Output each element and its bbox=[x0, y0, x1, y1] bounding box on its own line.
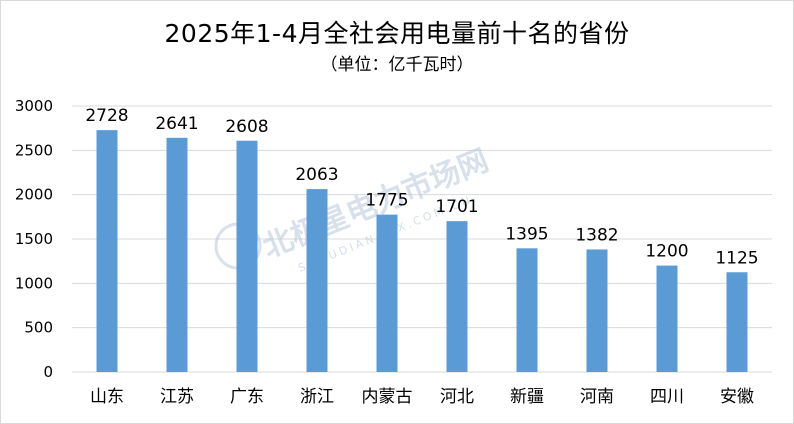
x-category-label: 新疆 bbox=[510, 387, 544, 407]
data-label: 2728 bbox=[85, 106, 128, 126]
x-category-label: 广东 bbox=[230, 387, 264, 407]
y-axis-ticks: 0 500 1000 1500 2000 2500 3000 bbox=[15, 97, 53, 381]
y-tick-label: 1000 bbox=[15, 274, 53, 292]
bar bbox=[446, 221, 468, 372]
bar bbox=[236, 140, 258, 372]
data-labels: 2728 2641 2608 2063 1775 1701 1395 1382 1200 1125 bbox=[85, 106, 758, 268]
gridlines bbox=[72, 105, 772, 373]
x-category-label: 山东 bbox=[90, 387, 124, 407]
bar bbox=[726, 272, 748, 372]
data-label: 1395 bbox=[505, 224, 548, 244]
y-tick-label: 2500 bbox=[15, 141, 53, 159]
bar bbox=[376, 214, 398, 372]
data-label: 1200 bbox=[645, 242, 688, 262]
data-label: 2641 bbox=[155, 114, 198, 134]
x-axis-categories: 山东 江苏 广东 浙江 内蒙古 河北 新疆 河南 四川 安徽 bbox=[90, 387, 754, 407]
bars bbox=[96, 130, 748, 372]
data-label: 1775 bbox=[365, 191, 408, 211]
x-category-label: 四川 bbox=[650, 387, 684, 407]
y-tick-label: 2000 bbox=[15, 186, 53, 204]
y-tick-label: 500 bbox=[24, 319, 53, 337]
bar bbox=[96, 130, 118, 372]
bar bbox=[166, 137, 188, 372]
bar bbox=[586, 249, 608, 372]
data-label: 2608 bbox=[225, 117, 268, 137]
y-tick-label: 0 bbox=[43, 363, 53, 381]
y-tick-label: 1500 bbox=[15, 230, 53, 248]
chart-title: 2025年1-4月全社会用电量前十名的省份 bbox=[164, 19, 630, 48]
x-category-label: 江苏 bbox=[160, 387, 194, 407]
data-label: 2063 bbox=[295, 165, 338, 185]
data-label: 1125 bbox=[715, 248, 758, 268]
data-label: 1701 bbox=[435, 197, 478, 217]
bar bbox=[516, 248, 538, 372]
x-category-label: 安徽 bbox=[720, 387, 754, 407]
x-category-label: 河北 bbox=[440, 387, 474, 407]
y-tick-label: 3000 bbox=[15, 97, 53, 115]
x-category-label: 河南 bbox=[580, 387, 614, 407]
x-category-label: 浙江 bbox=[300, 387, 334, 407]
chart-subtitle: （单位：亿千瓦时） bbox=[320, 55, 474, 75]
data-label: 1382 bbox=[575, 225, 618, 245]
bar bbox=[306, 189, 328, 372]
bar bbox=[656, 265, 678, 372]
x-category-label: 内蒙古 bbox=[362, 387, 413, 407]
